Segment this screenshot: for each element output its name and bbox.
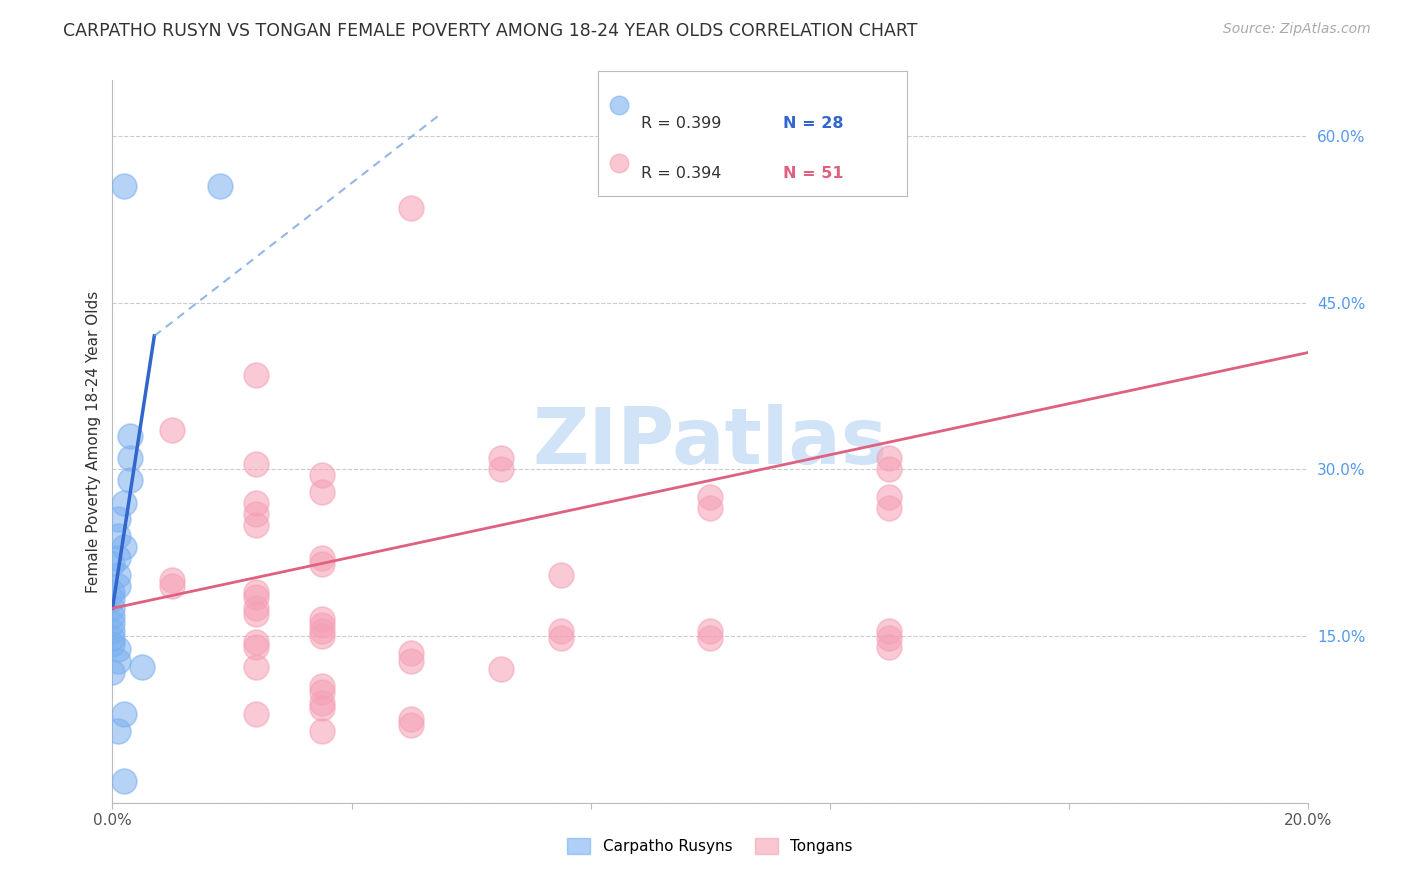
Point: [245, 660, 267, 674]
Point: [114, 706, 135, 721]
Point: [114, 540, 135, 554]
Point: [401, 201, 423, 215]
Point: [245, 517, 267, 532]
Point: [401, 718, 423, 732]
Point: [489, 462, 512, 476]
Point: [101, 557, 124, 571]
Point: [879, 451, 901, 466]
Point: [245, 368, 267, 382]
Point: [879, 501, 901, 516]
Point: [114, 178, 135, 193]
Point: [699, 632, 721, 646]
Point: [162, 579, 183, 593]
Point: [120, 451, 142, 466]
Point: [699, 624, 721, 638]
Point: [114, 773, 135, 788]
Point: [245, 706, 267, 721]
Point: [489, 662, 512, 676]
Point: [245, 584, 267, 599]
Point: [311, 679, 333, 693]
Point: [311, 684, 333, 698]
Point: [162, 424, 183, 438]
Text: N = 28: N = 28: [783, 116, 844, 131]
Point: [101, 632, 124, 646]
Point: [101, 584, 124, 599]
Point: [107, 529, 129, 543]
Point: [131, 660, 153, 674]
Point: [245, 601, 267, 615]
Point: [401, 646, 423, 660]
Point: [245, 590, 267, 604]
Point: [311, 618, 333, 632]
Point: [101, 601, 124, 615]
Point: [699, 501, 721, 516]
Point: [209, 178, 232, 193]
Point: [879, 462, 901, 476]
Point: [245, 457, 267, 471]
Point: [607, 98, 630, 112]
Point: [311, 484, 333, 499]
Point: [311, 723, 333, 738]
Point: [401, 653, 423, 667]
Point: [607, 155, 630, 169]
Point: [699, 490, 721, 504]
Point: [107, 551, 129, 566]
Point: [311, 557, 333, 571]
Point: [101, 592, 124, 607]
Point: [245, 607, 267, 621]
Point: [107, 579, 129, 593]
Point: [114, 496, 135, 510]
Point: [550, 632, 572, 646]
Point: [879, 632, 901, 646]
Point: [879, 490, 901, 504]
Point: [311, 629, 333, 643]
Point: [489, 451, 512, 466]
Point: [311, 551, 333, 566]
Point: [107, 653, 129, 667]
Point: [401, 713, 423, 727]
Point: [550, 568, 572, 582]
Text: R = 0.394: R = 0.394: [641, 166, 721, 181]
Point: [245, 496, 267, 510]
Legend: Carpatho Rusyns, Tongans: Carpatho Rusyns, Tongans: [561, 832, 859, 860]
Point: [101, 665, 124, 679]
Point: [245, 507, 267, 521]
Point: [107, 512, 129, 526]
Text: ZIPatlas: ZIPatlas: [533, 403, 887, 480]
Text: CARPATHO RUSYN VS TONGAN FEMALE POVERTY AMONG 18-24 YEAR OLDS CORRELATION CHART: CARPATHO RUSYN VS TONGAN FEMALE POVERTY …: [63, 22, 918, 40]
Point: [879, 624, 901, 638]
Point: [245, 640, 267, 655]
Point: [120, 474, 142, 488]
Point: [245, 634, 267, 648]
Point: [107, 568, 129, 582]
Point: [311, 624, 333, 638]
Point: [311, 612, 333, 626]
Point: [550, 624, 572, 638]
Point: [107, 723, 129, 738]
Point: [162, 574, 183, 588]
Text: Source: ZipAtlas.com: Source: ZipAtlas.com: [1223, 22, 1371, 37]
Point: [101, 609, 124, 624]
Point: [311, 696, 333, 710]
Point: [120, 429, 142, 443]
Point: [101, 615, 124, 630]
Text: N = 51: N = 51: [783, 166, 844, 181]
Point: [879, 640, 901, 655]
Point: [101, 624, 124, 638]
Point: [107, 642, 129, 657]
Y-axis label: Female Poverty Among 18-24 Year Olds: Female Poverty Among 18-24 Year Olds: [86, 291, 101, 592]
Point: [311, 467, 333, 482]
Text: R = 0.399: R = 0.399: [641, 116, 721, 131]
Point: [311, 701, 333, 715]
Point: [101, 637, 124, 651]
